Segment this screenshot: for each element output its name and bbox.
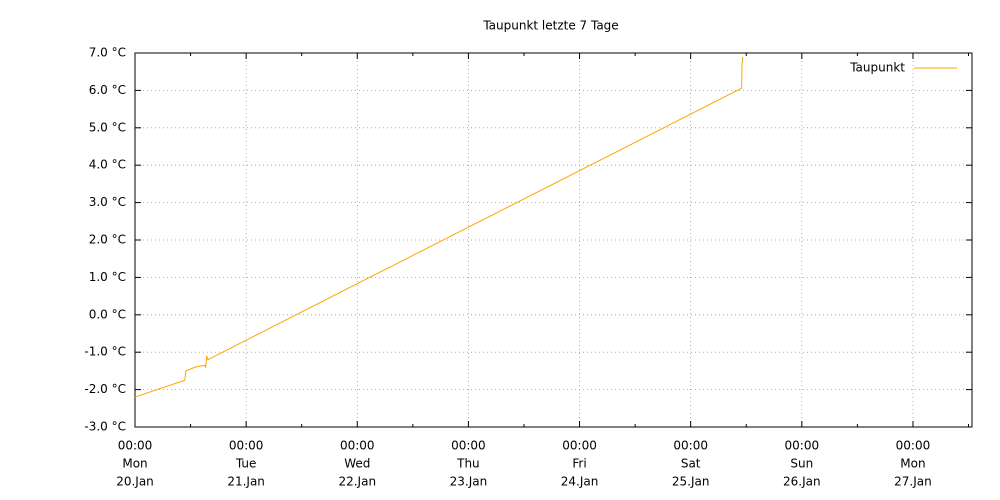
y-tick-label: -3.0 °C bbox=[84, 420, 126, 434]
x-tick-label: 00:00 bbox=[785, 439, 820, 453]
x-tick-label: Sun bbox=[790, 457, 813, 471]
x-tick-label: 00:00 bbox=[673, 439, 708, 453]
y-tick-label: 3.0 °C bbox=[89, 195, 126, 209]
legend-label: Taupunkt bbox=[849, 61, 905, 75]
x-tick-label: 00:00 bbox=[896, 439, 931, 453]
x-tick-label: 22.Jan bbox=[338, 475, 376, 489]
y-tick-label: 4.0 °C bbox=[89, 158, 126, 172]
x-tick-label: 25.Jan bbox=[672, 475, 710, 489]
y-tick-label: -2.0 °C bbox=[84, 382, 126, 396]
x-tick-label: Mon bbox=[900, 457, 925, 471]
x-tick-label: 24.Jan bbox=[561, 475, 599, 489]
y-tick-label: 1.0 °C bbox=[89, 270, 126, 284]
x-tick-label: Wed bbox=[344, 457, 370, 471]
y-tick-label: 0.0 °C bbox=[89, 307, 126, 321]
x-tick-label: 00:00 bbox=[562, 439, 597, 453]
data-line bbox=[134, 56, 744, 398]
y-tick-label: 6.0 °C bbox=[89, 83, 126, 97]
x-tick-label: Fri bbox=[572, 457, 586, 471]
y-tick-label: -1.0 °C bbox=[84, 345, 126, 359]
x-tick-label: 26.Jan bbox=[783, 475, 821, 489]
x-tick-label: Sat bbox=[681, 457, 701, 471]
y-tick-label: 5.0 °C bbox=[89, 120, 126, 134]
y-tick-label: 7.0 °C bbox=[89, 46, 126, 60]
x-tick-label: 27.Jan bbox=[894, 475, 932, 489]
x-tick-label: 00:00 bbox=[340, 439, 375, 453]
x-tick-label: Thu bbox=[456, 457, 480, 471]
x-tick-label: 23.Jan bbox=[450, 475, 488, 489]
y-tick-label: 2.0 °C bbox=[89, 233, 126, 247]
x-tick-label: 21.Jan bbox=[227, 475, 265, 489]
x-tick-label: 00:00 bbox=[229, 439, 264, 453]
x-tick-label: 00:00 bbox=[118, 439, 153, 453]
x-tick-label: Mon bbox=[122, 457, 147, 471]
x-tick-label: Tue bbox=[235, 457, 257, 471]
x-tick-label: 20.Jan bbox=[116, 475, 154, 489]
x-tick-label: 00:00 bbox=[451, 439, 486, 453]
chart-title: Taupunkt letzte 7 Tage bbox=[482, 19, 618, 33]
